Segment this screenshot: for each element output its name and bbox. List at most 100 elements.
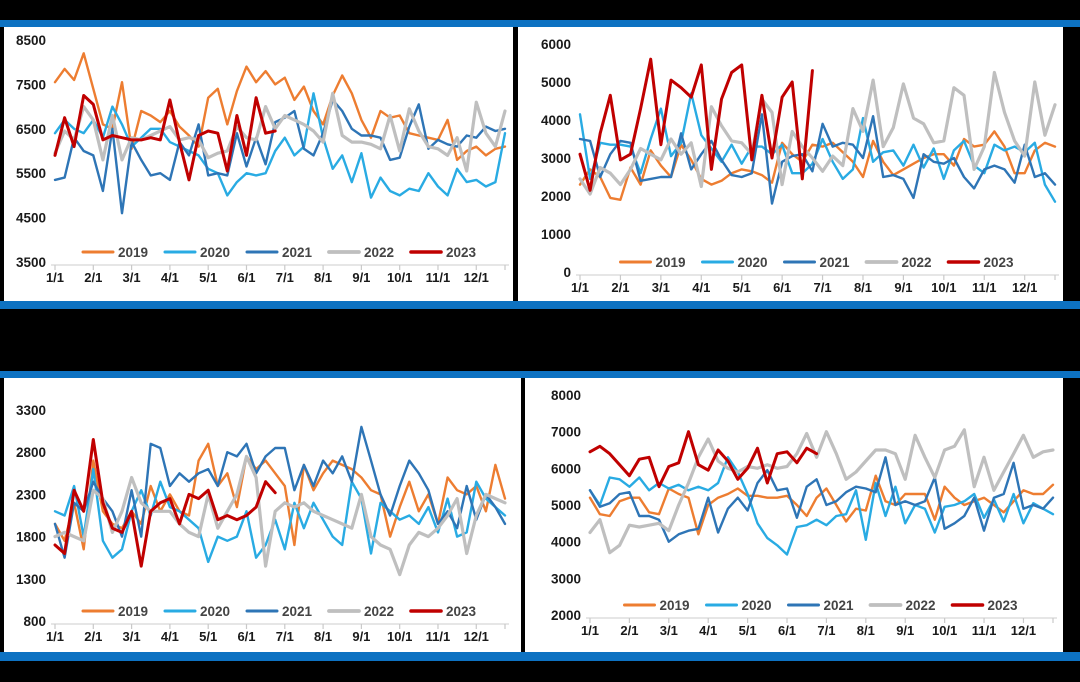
y-tick-label: 3000	[551, 571, 581, 586]
legend-label-2021: 2021	[820, 255, 851, 270]
chart-panel-top-left: 8500 7500 6500 5500 4500 3500 1/1 2/1 3/1 4/1 5/1 6…	[4, 27, 513, 301]
chart-panel-bottom-right: 8000 7000 6000 5000 4000 3000 2000 1/1 2/1 3/1 4/1…	[525, 378, 1063, 652]
x-tick-label: 10/1	[387, 270, 412, 285]
x-tick-label: 12/1	[464, 270, 489, 285]
divider-bar-bottom	[0, 652, 1080, 661]
y-tick-label: 4000	[551, 535, 581, 550]
y-tick-label: 1000	[541, 227, 571, 242]
y-tick-label: 7500	[16, 77, 46, 92]
legend-label-2021: 2021	[824, 598, 855, 613]
series-line-2021	[53, 425, 507, 559]
series-line-2023	[53, 438, 277, 568]
x-tick-label: 10/1	[387, 629, 412, 644]
x-tick-label: 1/1	[46, 629, 64, 644]
y-tick-label: 2000	[541, 189, 571, 204]
y-tick-label: 8000	[551, 388, 581, 403]
series-line-2023	[53, 94, 277, 182]
y-tick-label: 2000	[551, 608, 581, 623]
x-tick-label: 10/1	[932, 623, 957, 638]
legend-label-2022: 2022	[906, 598, 936, 613]
x-tick-label: 3/1	[123, 629, 141, 644]
y-tick-label: 8500	[16, 33, 46, 48]
y-tick-label: 7000	[551, 425, 581, 440]
legend-label-2019: 2019	[656, 255, 686, 270]
x-tick-label: 9/1	[894, 280, 912, 295]
x-tick-label: 6/1	[778, 623, 796, 638]
legend-label-2023: 2023	[446, 604, 477, 619]
series-line-2023	[588, 430, 819, 489]
x-tick-label: 6/1	[237, 629, 255, 644]
x-tick-label: 5/1	[733, 280, 751, 295]
y-tick-label: 5000	[551, 498, 581, 513]
divider-bar-top	[0, 20, 1080, 27]
x-tick-label: 4/1	[699, 623, 717, 638]
x-tick-label: 4/1	[161, 629, 179, 644]
legend-label-2019: 2019	[660, 598, 690, 613]
series-line-2021	[588, 456, 1055, 543]
x-tick-label: 5/1	[739, 623, 757, 638]
x-tick-label: 11/1	[426, 270, 451, 285]
x-tick-label: 2/1	[84, 270, 102, 285]
series-line-2022	[53, 91, 507, 173]
x-tick-label: 11/1	[426, 629, 451, 644]
legend-label-2022: 2022	[902, 255, 932, 270]
y-tick-label: 1300	[16, 572, 46, 587]
y-tick-label: 4000	[541, 113, 571, 128]
series-line-2022	[578, 70, 1057, 196]
x-tick-label: 6/1	[773, 280, 791, 295]
x-tick-label: 1/1	[581, 623, 599, 638]
x-tick-label: 7/1	[814, 280, 832, 295]
x-tick-label: 11/1	[972, 280, 997, 295]
x-tick-label: 3/1	[123, 270, 141, 285]
x-tick-label: 2/1	[84, 629, 102, 644]
chart-panel-top-right: 6000 5000 4000 3000 2000 1000 0 1/1 2/1 3/1 4/1 5/1…	[518, 27, 1063, 301]
legend-label-2021: 2021	[282, 245, 313, 260]
x-tick-label: 5/1	[199, 629, 217, 644]
x-tick-label: 8/1	[314, 270, 332, 285]
series-line-2020	[53, 92, 507, 199]
x-tick-label: 7/1	[817, 623, 835, 638]
legend-label-2020: 2020	[200, 245, 230, 260]
x-tick-label: 9/1	[896, 623, 914, 638]
legend-label-2023: 2023	[446, 245, 477, 260]
x-tick-label: 3/1	[660, 623, 678, 638]
y-tick-label: 5000	[541, 75, 571, 90]
legend-label-2022: 2022	[364, 604, 394, 619]
x-tick-label: 4/1	[692, 280, 710, 295]
y-tick-label: 3500	[16, 255, 46, 270]
x-tick-label: 2/1	[611, 280, 629, 295]
x-tick-label: 3/1	[652, 280, 670, 295]
y-tick-label: 1800	[16, 530, 46, 545]
legend-label-2020: 2020	[200, 604, 230, 619]
legend-label-2019: 2019	[118, 245, 148, 260]
series-line-2023	[578, 57, 814, 192]
x-tick-label: 6/1	[237, 270, 255, 285]
x-tick-label: 1/1	[46, 270, 64, 285]
x-tick-label: 12/1	[464, 629, 489, 644]
line-chart-top-right: 6000 5000 4000 3000 2000 1000 01/1 2/1 3/1 4/1 5/1…	[541, 37, 1059, 295]
y-tick-label: 0	[563, 265, 571, 280]
x-tick-label: 8/1	[854, 280, 872, 295]
series-line-2022	[588, 428, 1055, 555]
legend-label-2023: 2023	[988, 598, 1019, 613]
x-tick-label: 7/1	[276, 629, 294, 644]
x-tick-label: 12/1	[1011, 623, 1036, 638]
y-tick-label: 5500	[16, 166, 46, 181]
x-tick-label: 1/1	[571, 280, 589, 295]
legend-label-2021: 2021	[282, 604, 313, 619]
x-tick-label: 9/1	[352, 270, 370, 285]
divider-bar-mid-upper	[0, 301, 1080, 309]
series-line-2021	[578, 113, 1057, 205]
y-tick-label: 4500	[16, 211, 46, 226]
legend-label-2020: 2020	[738, 255, 768, 270]
x-tick-label: 8/1	[857, 623, 875, 638]
y-tick-label: 6000	[551, 461, 581, 476]
series-line-2022	[53, 454, 507, 577]
x-tick-label: 4/1	[161, 270, 179, 285]
legend-label-2020: 2020	[742, 598, 772, 613]
series-line-2020	[588, 456, 1055, 556]
legend-label-2022: 2022	[364, 245, 394, 260]
